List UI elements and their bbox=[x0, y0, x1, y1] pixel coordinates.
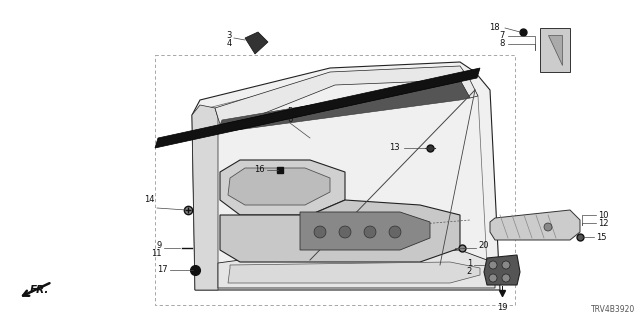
Text: 6: 6 bbox=[287, 116, 292, 124]
Polygon shape bbox=[155, 68, 480, 148]
Text: 3: 3 bbox=[227, 31, 232, 41]
Text: 5: 5 bbox=[287, 108, 292, 116]
Text: 19: 19 bbox=[497, 302, 508, 311]
Circle shape bbox=[339, 226, 351, 238]
Text: 15: 15 bbox=[596, 233, 607, 242]
Text: 17: 17 bbox=[157, 266, 168, 275]
Circle shape bbox=[489, 261, 497, 269]
Polygon shape bbox=[220, 200, 460, 262]
Bar bbox=[155, 55, 515, 305]
Text: FR.: FR. bbox=[30, 285, 49, 295]
Text: 13: 13 bbox=[389, 143, 400, 153]
Polygon shape bbox=[300, 212, 430, 250]
Text: 2: 2 bbox=[467, 267, 472, 276]
Text: 11: 11 bbox=[152, 250, 162, 259]
Text: 7: 7 bbox=[500, 31, 505, 41]
Polygon shape bbox=[218, 250, 495, 288]
Circle shape bbox=[502, 261, 510, 269]
Polygon shape bbox=[484, 255, 520, 285]
Circle shape bbox=[314, 226, 326, 238]
Circle shape bbox=[489, 274, 497, 282]
Polygon shape bbox=[192, 62, 500, 290]
Polygon shape bbox=[192, 105, 218, 290]
Polygon shape bbox=[228, 262, 480, 283]
Polygon shape bbox=[220, 160, 345, 215]
Circle shape bbox=[364, 226, 376, 238]
Text: 16: 16 bbox=[254, 165, 265, 174]
Text: 20: 20 bbox=[478, 242, 488, 251]
Circle shape bbox=[389, 226, 401, 238]
Circle shape bbox=[502, 274, 510, 282]
Polygon shape bbox=[540, 28, 570, 72]
Polygon shape bbox=[215, 66, 478, 130]
Polygon shape bbox=[245, 32, 268, 54]
Polygon shape bbox=[228, 168, 330, 205]
Text: 10: 10 bbox=[598, 211, 609, 220]
Polygon shape bbox=[490, 210, 580, 240]
Text: 1: 1 bbox=[467, 259, 472, 268]
Text: 9: 9 bbox=[157, 242, 162, 251]
Text: TRV4B3920: TRV4B3920 bbox=[591, 305, 635, 314]
Text: 14: 14 bbox=[145, 196, 155, 204]
Polygon shape bbox=[218, 80, 470, 132]
Text: 8: 8 bbox=[500, 39, 505, 49]
Circle shape bbox=[544, 223, 552, 231]
Text: 4: 4 bbox=[227, 39, 232, 49]
Text: 12: 12 bbox=[598, 219, 609, 228]
Text: 18: 18 bbox=[490, 23, 500, 33]
Polygon shape bbox=[548, 35, 562, 65]
